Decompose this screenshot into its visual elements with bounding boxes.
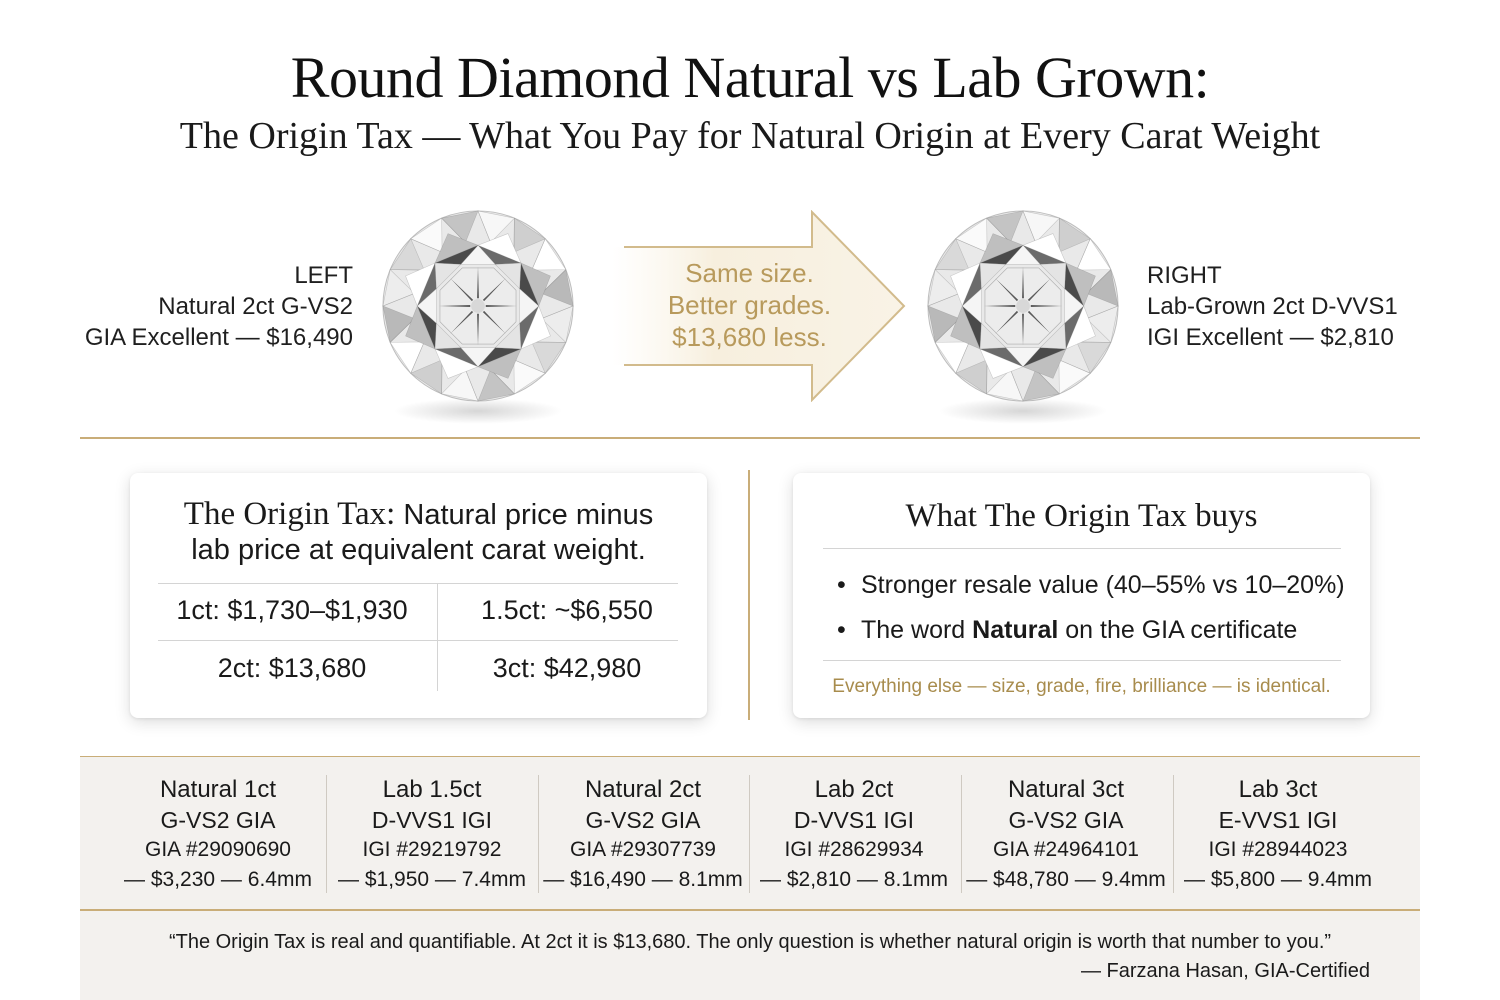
spec-separator: [538, 775, 539, 893]
page-subtitle: The Origin Tax — What You Pay for Natura…: [179, 115, 1321, 157]
origin-tax-heading-rest: Natural price minus: [403, 499, 654, 531]
origin-tax-card: The Origin Tax: Natural price minus lab …: [130, 473, 707, 718]
spec-band: Natural 1ct G-VS2 GIA GIA #29090690 — $3…: [80, 757, 1420, 909]
buys-rule-bottom: [823, 660, 1341, 661]
origin-tax-buys-card: What The Origin Tax buys Stronger resale…: [793, 473, 1370, 718]
arrow-line-3: $13,680 less.: [672, 322, 827, 352]
spec-cert: GIA #24964101: [993, 838, 1139, 861]
tax-value-2ct: 2ct: $13,680: [217, 653, 367, 683]
spec-natural-3ct: Natural 3ct G-VS2 GIA GIA #24964101 — $4…: [960, 775, 1172, 895]
spec-price: — $2,810 — 8.1mm: [760, 868, 948, 891]
spec-lab-2ct: Lab 2ct D-VVS1 IGI IGI #28629934 — $2,81…: [748, 775, 960, 895]
arrow-caption: Same size. Better grades. $13,680 less.: [612, 257, 887, 353]
spec-cert: GIA #29307739: [570, 838, 716, 861]
left-position-label: LEFT: [294, 262, 353, 289]
page-title: Round Diamond Natural vs Lab Grown:: [290, 45, 1210, 110]
grid-rule: [158, 583, 678, 584]
right-arrow-icon: [612, 210, 906, 402]
spec-lab-3ct: Lab 3ct E-VVS1 IGI IGI #28944023 — $5,80…: [1172, 775, 1384, 895]
tax-value-1ct: 1ct: $1,730–$1,930: [176, 595, 408, 625]
right-position-label: RIGHT: [1147, 262, 1222, 289]
quote-band: “The Origin Tax is real and quantifiable…: [80, 911, 1420, 1000]
section-divider-top: [80, 437, 1420, 439]
lab-diamond-icon: [925, 208, 1121, 404]
right-diamond-shadow: [938, 398, 1108, 424]
buys-title: What The Origin Tax buys: [905, 498, 1258, 534]
spec-cert: IGI #28944023: [1208, 838, 1348, 861]
origin-tax-grid: 1ct: $1,730–$1,930 1.5ct: ~$6,550 2ct: $…: [158, 583, 678, 691]
spec-separator: [749, 775, 750, 893]
quote-text: “The Origin Tax is real and quantifiable…: [168, 931, 1332, 953]
right-grading: IGI Excellent — $2,810: [1147, 324, 1394, 351]
grid-rule: [437, 583, 438, 691]
origin-tax-heading-lead: The Origin Tax:: [183, 496, 396, 532]
quote-attribution: — Farzana Hasan, GIA-Certified: [1081, 960, 1370, 982]
spec-name: Lab 1.5ct: [382, 776, 482, 803]
spec-grade: G-VS2 GIA: [585, 807, 701, 833]
buys-rule-top: [823, 548, 1341, 549]
spec-price: — $5,800 — 9.4mm: [1184, 868, 1372, 891]
natural-diamond-icon: [380, 208, 576, 404]
spec-price: — $3,230 — 6.4mm: [124, 868, 312, 891]
spec-grade: G-VS2 GIA: [1008, 807, 1124, 833]
left-grading: GIA Excellent — $16,490: [84, 324, 353, 351]
arrow-line-2: Better grades.: [667, 290, 832, 320]
spec-grade: G-VS2 GIA: [160, 807, 276, 833]
right-description: Lab-Grown 2ct D-VVS1: [1147, 293, 1398, 320]
buys-bullet-certificate: The word Natural on the GIA certificate: [835, 608, 1345, 653]
buys-list: Stronger resale value (40–55% vs 10–20%)…: [835, 563, 1345, 653]
left-diamond-shadow: [393, 398, 563, 424]
spec-price: — $1,950 — 7.4mm: [338, 868, 526, 891]
spec-grade: E-VVS1 IGI: [1218, 807, 1338, 833]
right-diamond-label: RIGHT Lab-Grown 2ct D-VVS1 IGI Excellent…: [1147, 260, 1398, 353]
spec-name: Lab 2ct: [814, 776, 894, 803]
origin-tax-heading: The Origin Tax: Natural price minus lab …: [130, 497, 707, 568]
grid-rule: [158, 640, 678, 641]
tax-value-1-5ct: 1.5ct: ~$6,550: [481, 595, 653, 625]
spec-price: — $16,490 — 8.1mm: [543, 868, 743, 891]
buys-note: Everything else — size, grade, fire, bri…: [832, 676, 1331, 697]
tax-value-3ct: 3ct: $42,980: [492, 653, 642, 683]
spec-cert: GIA #29090690: [145, 838, 291, 861]
spec-natural-2ct: Natural 2ct G-VS2 GIA GIA #29307739 — $1…: [537, 775, 749, 895]
spec-name: Natural 1ct: [159, 776, 277, 803]
card-divider: [748, 470, 750, 720]
spec-cert: IGI #29219792: [362, 838, 502, 861]
spec-separator: [1173, 775, 1174, 893]
spec-natural-1ct: Natural 1ct G-VS2 GIA GIA #29090690 — $3…: [112, 775, 324, 895]
buys-bullet-resale: Stronger resale value (40–55% vs 10–20%): [835, 563, 1345, 608]
spec-grade: D-VVS1 IGI: [371, 807, 493, 833]
spec-separator: [961, 775, 962, 893]
spec-separator: [326, 775, 327, 893]
spec-name: Natural 3ct: [1007, 776, 1125, 803]
left-description: Natural 2ct G-VS2: [158, 293, 353, 320]
spec-price: — $48,780 — 9.4mm: [966, 868, 1166, 891]
spec-cert: IGI #28629934: [784, 838, 924, 861]
spec-lab-1-5ct: Lab 1.5ct D-VVS1 IGI IGI #29219792 — $1,…: [326, 775, 538, 895]
arrow-line-1: Same size.: [685, 258, 814, 288]
spec-grade: D-VVS1 IGI: [793, 807, 915, 833]
section-divider-bottom: [80, 909, 1420, 911]
origin-tax-heading-line2: lab price at equivalent carat weight.: [191, 534, 646, 566]
left-diamond-label: LEFT Natural 2ct G-VS2 GIA Excellent — $…: [85, 260, 353, 353]
spec-name: Lab 3ct: [1238, 776, 1318, 803]
spec-name: Natural 2ct: [584, 776, 702, 803]
